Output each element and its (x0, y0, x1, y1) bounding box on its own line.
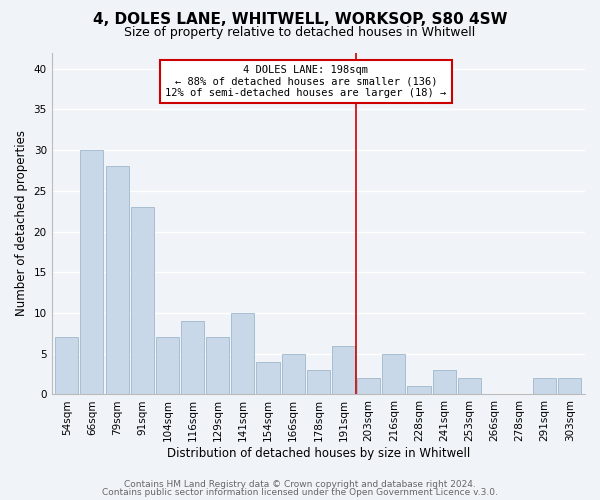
Bar (55, 338, 79, 394)
Bar (458, 378, 481, 394)
Bar (433, 370, 455, 394)
Text: 4, DOLES LANE, WHITWELL, WORKSOP, S80 4SW: 4, DOLES LANE, WHITWELL, WORKSOP, S80 4S… (93, 12, 507, 28)
Bar (80, 150, 103, 394)
Y-axis label: Number of detached properties: Number of detached properties (15, 130, 28, 316)
X-axis label: Distribution of detached houses by size in Whitwell: Distribution of detached houses by size … (167, 447, 470, 460)
Bar (206, 338, 229, 394)
Bar (131, 207, 154, 394)
Bar (357, 378, 380, 394)
Bar (231, 313, 254, 394)
Text: Size of property relative to detached houses in Whitwell: Size of property relative to detached ho… (124, 26, 476, 39)
Bar (533, 378, 556, 394)
Bar (256, 362, 280, 394)
Bar (181, 321, 204, 394)
Text: Contains HM Land Registry data © Crown copyright and database right 2024.: Contains HM Land Registry data © Crown c… (124, 480, 476, 489)
Bar (559, 378, 581, 394)
Bar (281, 354, 305, 395)
Bar (307, 370, 330, 394)
Bar (382, 354, 406, 395)
Bar (407, 386, 431, 394)
Bar (332, 346, 355, 395)
Bar (156, 338, 179, 394)
Bar (106, 166, 128, 394)
Text: 4 DOLES LANE: 198sqm
← 88% of detached houses are smaller (136)
12% of semi-deta: 4 DOLES LANE: 198sqm ← 88% of detached h… (165, 64, 446, 98)
Text: Contains public sector information licensed under the Open Government Licence v.: Contains public sector information licen… (102, 488, 498, 497)
